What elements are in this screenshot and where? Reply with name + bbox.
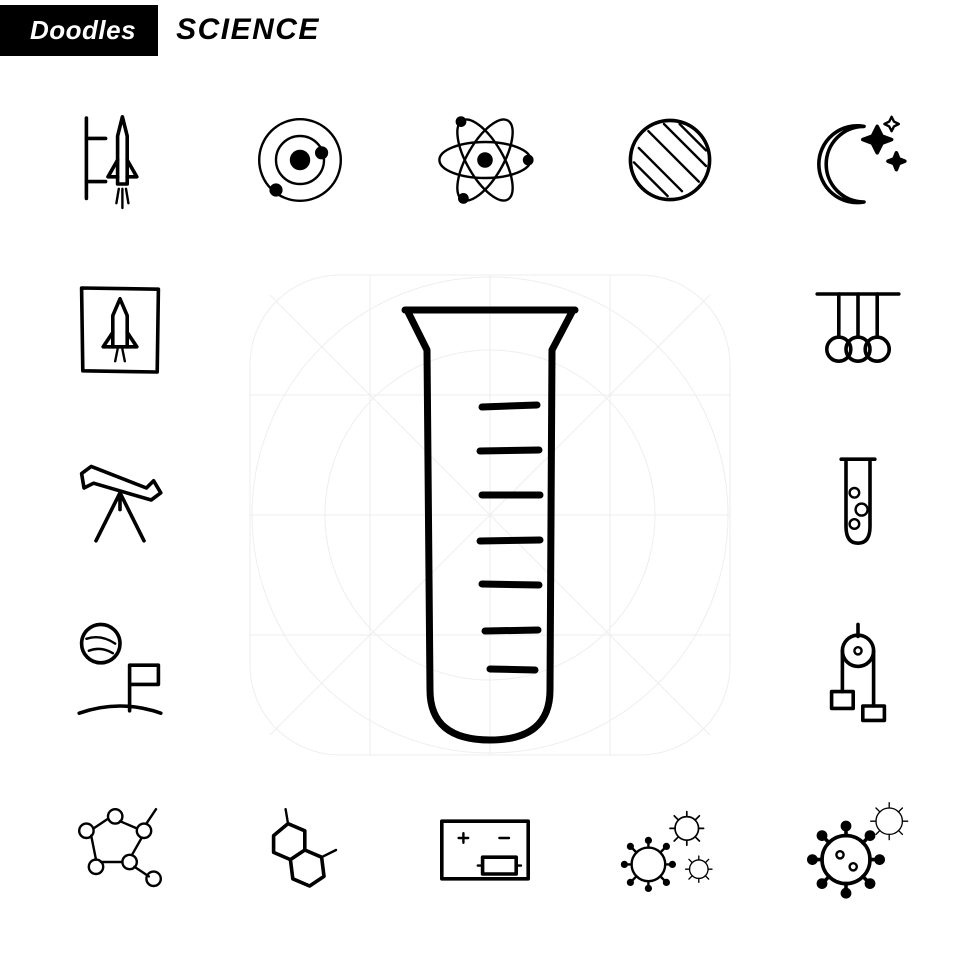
construction-grid [250, 275, 730, 755]
center-preview [230, 255, 750, 775]
pulley-icon [798, 610, 918, 730]
newton-cradle-icon [798, 270, 918, 390]
test-tube-bubbles-icon [798, 440, 918, 560]
moon-stars-icon [798, 100, 918, 220]
icon-canvas [50, 100, 930, 930]
category-badge: Doodles [0, 5, 158, 56]
battery-circuit-icon [425, 790, 545, 910]
hatched-planet-icon [610, 100, 730, 220]
telescope-icon [60, 440, 180, 560]
virus-small-icon [610, 790, 730, 910]
hexagon-molecule-icon [240, 790, 360, 910]
header: Doodles SCIENCE [0, 0, 980, 60]
planet-flag-icon [60, 610, 180, 730]
atom-icon [425, 100, 545, 220]
rocket-frame-icon [60, 270, 180, 390]
page-title: SCIENCE [176, 13, 320, 47]
rocket-launch-icon [60, 100, 180, 220]
solar-system-icon [240, 100, 360, 220]
molecule-network-icon [60, 790, 180, 910]
virus-large-icon [798, 790, 918, 910]
